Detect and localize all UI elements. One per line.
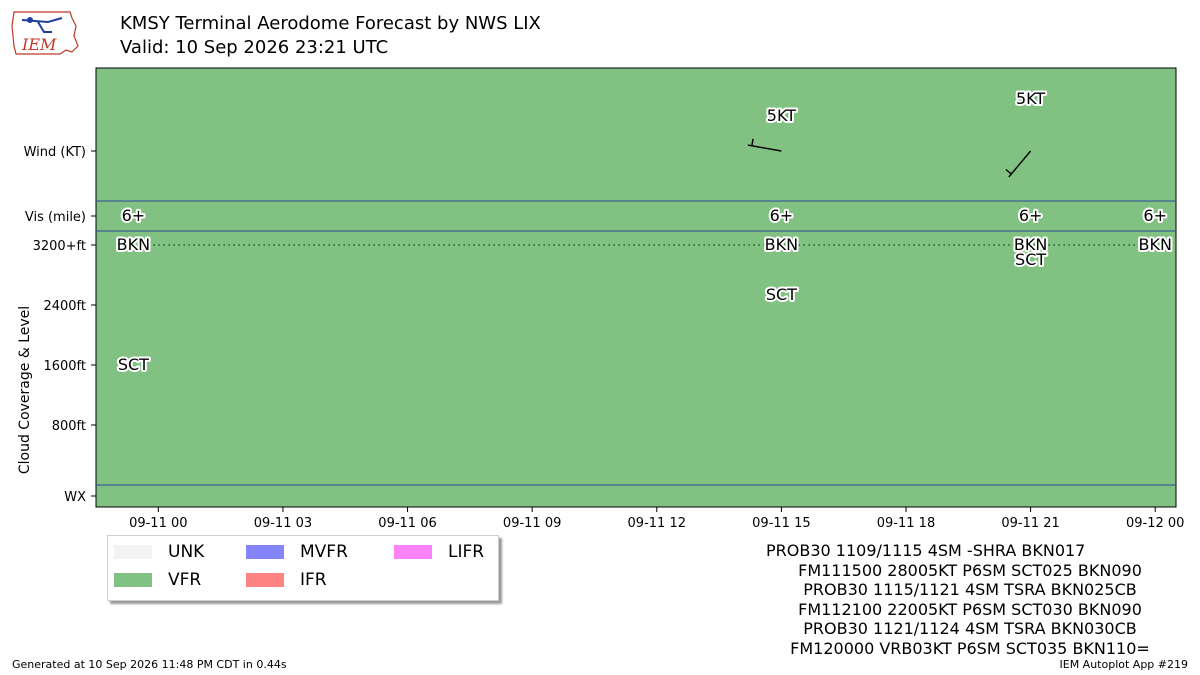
footer-app: IEM Autoplot App #219	[1059, 658, 1189, 671]
y-tick-label: WX	[64, 490, 86, 505]
legend-swatch	[246, 545, 284, 559]
cloud-label: BKN	[1014, 235, 1047, 254]
legend-swatch	[246, 573, 284, 587]
taf-line: PROB30 1109/1115 4SM -SHRA BKN017	[766, 541, 1086, 560]
x-tick-label: 09-11 00	[129, 516, 187, 531]
wind-barb-shaft	[1008, 150, 1032, 178]
taf-line: FM120000 VRB03KT P6SM SCT035 BKN110=	[790, 638, 1150, 658]
x-tick-label: 09-12 00	[1126, 516, 1184, 531]
legend-item-unk: UNK	[114, 542, 204, 562]
iem-logo: IEM	[11, 11, 79, 55]
legend-label: UNK	[168, 542, 205, 562]
band-lines	[96, 200, 1176, 486]
x-tick-label: 09-11 15	[752, 516, 810, 531]
legend-swatch	[394, 545, 432, 559]
y-tick-label: 3200+ft	[33, 239, 86, 254]
taf-line: FM112100 22005KT P6SM SCT030 BKN090	[798, 599, 1142, 619]
cloud-label: SCT	[1015, 250, 1046, 269]
y-axis: 800ft 1600ft 2400ft 3200+ft Vis (mile) Wind (…	[24, 145, 96, 505]
y-tick-label: Vis (mile)	[25, 210, 86, 225]
wind-speed-label: 5KT	[1016, 89, 1045, 108]
chart-title: KMSY Terminal Aerodome Forecast by NWS L…	[120, 13, 541, 34]
x-tick-label: 09-11 18	[877, 516, 935, 531]
wind-barb-shaft	[747, 144, 782, 152]
taf-line: PROB30 1121/1124 4SM TSRA BKN030CB	[803, 619, 1137, 638]
legend-label: LIFR	[448, 542, 485, 562]
y-axis-label: Cloud Coverage & Level	[17, 306, 33, 474]
cloud-label: SCT	[766, 285, 797, 304]
legend-label: MVFR	[300, 542, 348, 562]
wind-barb-flag	[751, 138, 754, 146]
legend-item-ifr: IFR	[246, 570, 327, 590]
y-tick-label: 1600ft	[43, 359, 86, 374]
x-tick-label: 09-11 21	[1001, 516, 1059, 531]
y-tick-label: 800ft	[52, 419, 86, 434]
cloud-label: BKN	[117, 235, 150, 254]
chart-subtitle: Valid: 10 Sep 2026 23:21 UTC	[120, 37, 389, 58]
plot-background	[95, 67, 1177, 508]
legend-swatch	[114, 545, 152, 559]
legend-swatch	[114, 573, 152, 587]
legend: UNK VFR MVFR IFR LIFR	[107, 535, 499, 601]
taf-line: FM111500 28005KT P6SM SCT025 BKN090	[798, 560, 1142, 580]
visibility-label: 6+	[122, 206, 146, 225]
cloud-label: SCT	[118, 355, 149, 374]
wind-speed-label: 5KT	[767, 106, 796, 125]
logo-text: IEM	[21, 35, 57, 54]
x-tick-label: 09-11 06	[378, 516, 436, 531]
cloud-label: BKN	[1139, 235, 1172, 254]
taf-text: PROB30 1109/1115 4SM -SHRA BKN017 FM11150…	[760, 541, 1180, 658]
x-tick-label: 09-11 09	[503, 516, 561, 531]
x-tick-label: 09-11 12	[628, 516, 686, 531]
visibility-label: 6+	[1019, 206, 1043, 225]
footer-generated: Generated at 10 Sep 2026 11:48 PM CDT in…	[12, 658, 287, 671]
x-axis: 09-11 00 09-11 03 09-11 06 09-11 09 09-11 12…	[129, 507, 1184, 531]
legend-item-mvfr: MVFR	[246, 542, 348, 562]
legend-item-vfr: VFR	[114, 570, 201, 590]
visibility-label: 6+	[1143, 206, 1167, 225]
legend-label: VFR	[168, 570, 202, 590]
taf-line: PROB30 1115/1121 4SM TSRA BKN025CB	[803, 580, 1137, 599]
wind-barb-flag	[1005, 168, 1012, 175]
visibility-label: 6+	[770, 206, 794, 225]
legend-item-lifr: LIFR	[394, 542, 484, 562]
legend-label: IFR	[300, 570, 327, 590]
wind-barbs: 5KT 5KT	[747, 87, 1047, 178]
cloud-label: BKN	[765, 235, 798, 254]
y-tick-label: 2400ft	[43, 299, 86, 314]
x-tick-label: 09-11 03	[254, 516, 312, 531]
y-tick-label: Wind (KT)	[24, 145, 86, 160]
